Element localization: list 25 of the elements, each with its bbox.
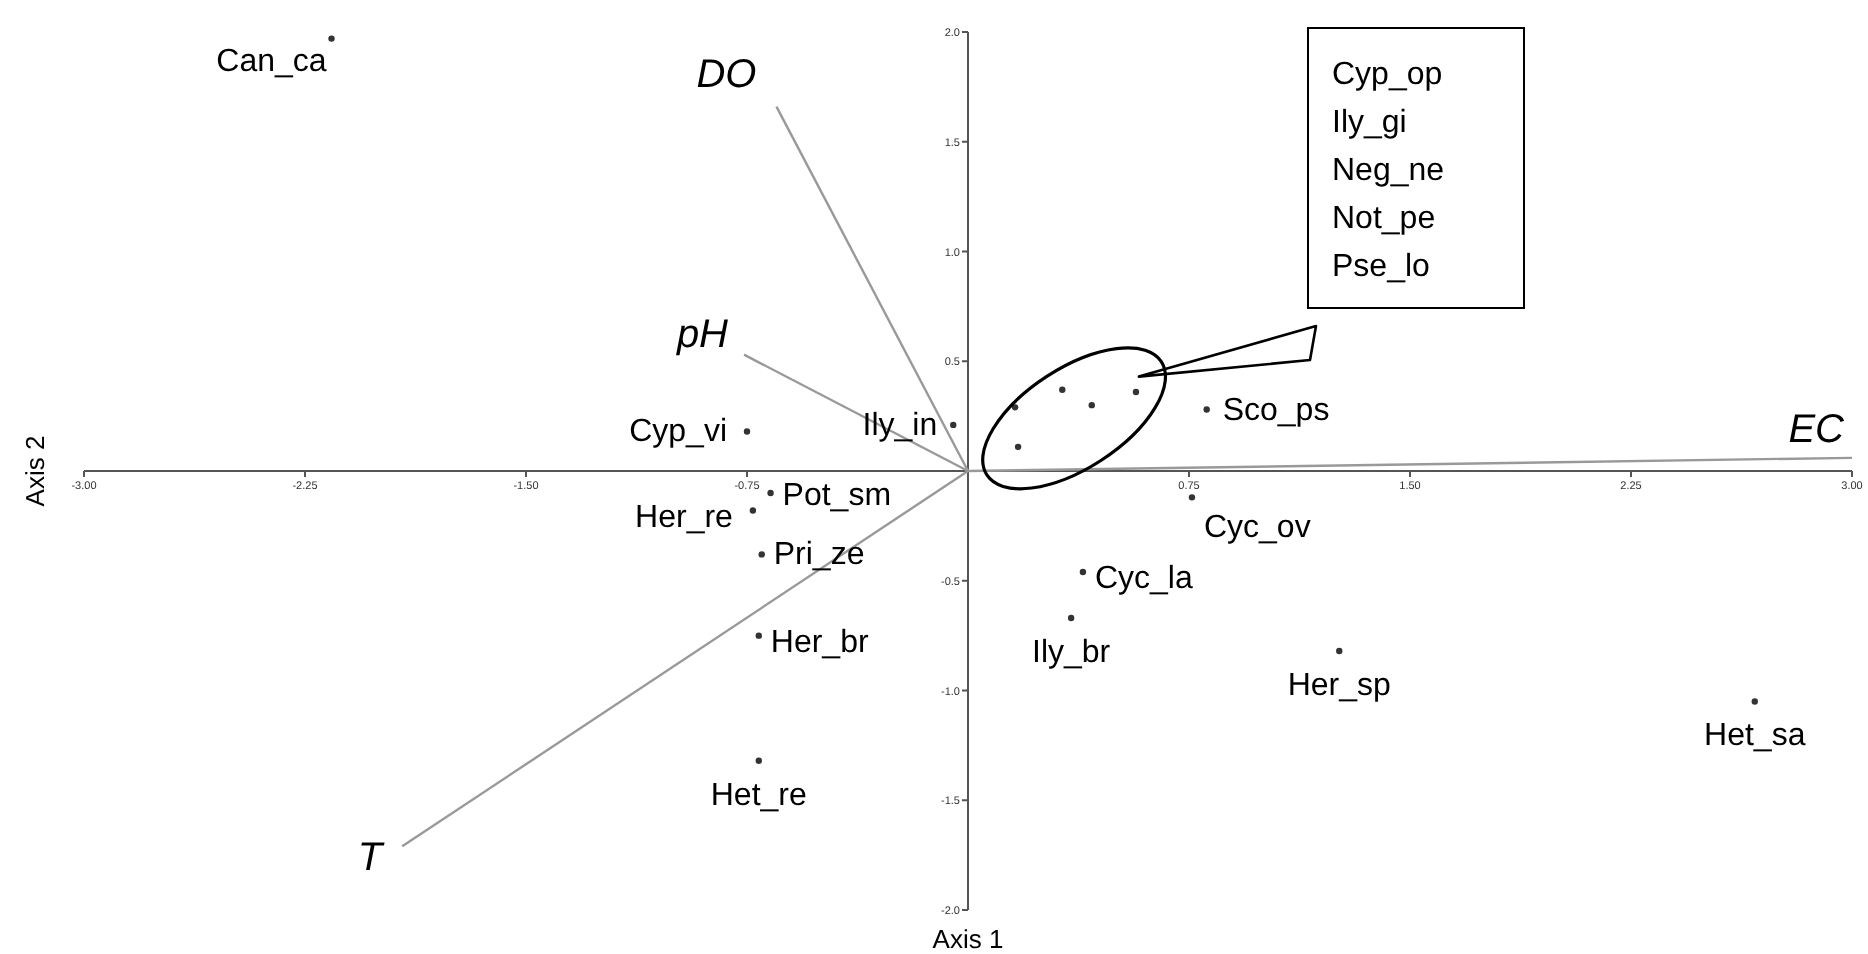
series-label: T	[357, 836, 386, 881]
annotation: Cyp_op	[1332, 58, 1443, 92]
annotation: Het_sa	[1704, 719, 1806, 754]
annotation: Neg_ne	[1332, 154, 1445, 188]
annotation: Her_re	[635, 500, 734, 535]
x-axis-title: Axis 1	[932, 924, 1004, 954]
series-label: pH	[674, 312, 730, 357]
y-axis-title: Axis 2	[20, 435, 50, 507]
annotation: Het_re	[710, 778, 808, 813]
annotation: Her_br	[770, 625, 870, 660]
series-label: DO	[696, 52, 757, 97]
annotation: Not_pe	[1332, 202, 1436, 236]
annotation: Pot_sm	[782, 478, 892, 513]
annotation: Her_sp	[1287, 668, 1392, 703]
annotation: Can_ca	[216, 44, 327, 79]
annotation: Cyc_ov	[1203, 511, 1311, 546]
annotation: Ily_gi	[1332, 106, 1407, 140]
annotation: Sco_ps	[1222, 393, 1330, 428]
annotation: Ily_br	[1032, 636, 1112, 671]
annotation: Pri_ze	[773, 538, 865, 573]
annotation: Ily_in	[862, 408, 938, 443]
annotation: Cyc_la	[1094, 561, 1193, 596]
series-label: EC	[1788, 407, 1846, 452]
annotation: Pse_lo	[1332, 250, 1431, 284]
annotation: Cyp_vi	[629, 415, 727, 450]
